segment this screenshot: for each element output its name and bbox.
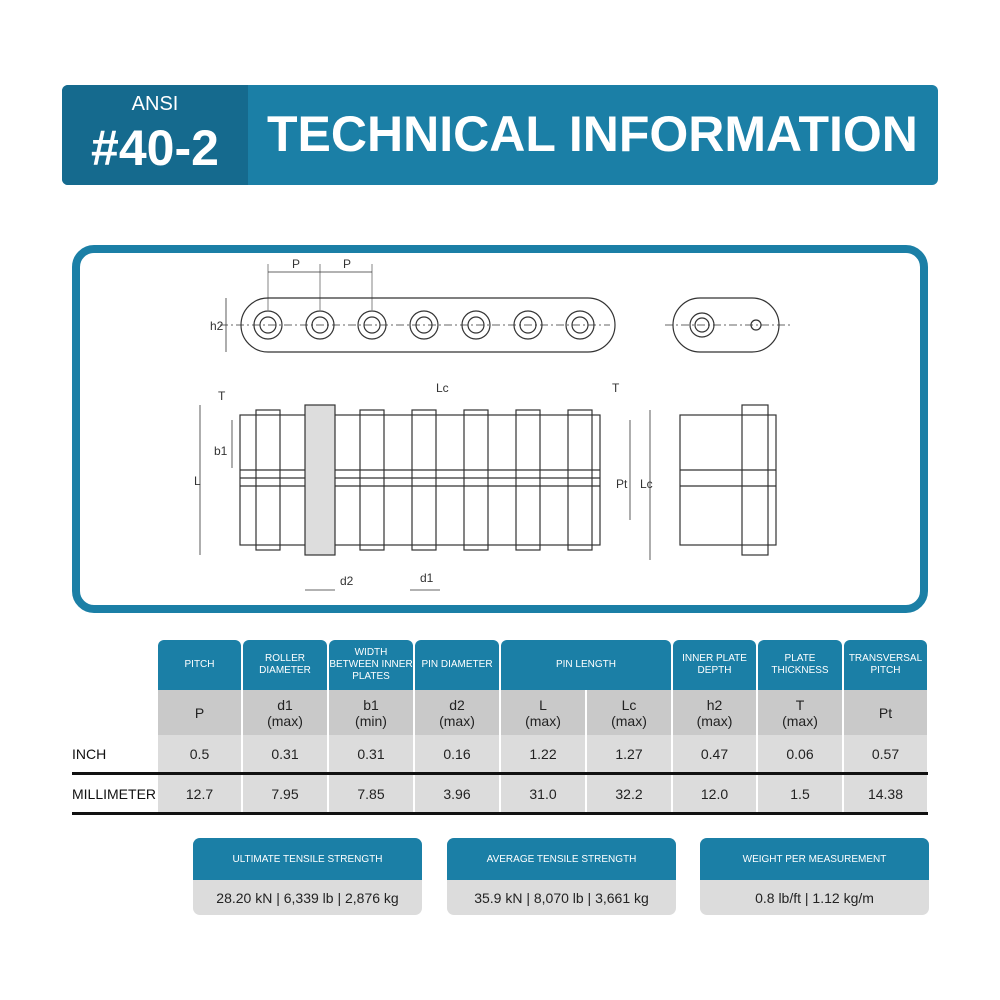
column-header: PLATE THICKNESS [758, 640, 842, 690]
label-p: P [343, 257, 351, 271]
column-header: WIDTH BETWEEN INNER PLATES [329, 640, 413, 690]
label-lc: Lc [640, 477, 653, 491]
row-divider [72, 812, 928, 815]
table-cell: 1.5 [758, 775, 842, 812]
column-symbol: b1 (min) [329, 690, 413, 735]
label-t: T [218, 389, 226, 403]
chain-diagram: P P h2 T b1 L Lc T Pt Lc d2 d1 [194, 257, 790, 591]
table-cell: 14.38 [844, 775, 927, 812]
column-symbol: d2 (max) [415, 690, 499, 735]
column-symbol: Lc (max) [587, 690, 671, 735]
spec-card: WEIGHT PER MEASUREMENT 0.8 lb/ft | 1.12 k… [700, 838, 929, 915]
model-number: #40-2 [91, 120, 219, 176]
column-symbol: L (max) [501, 690, 585, 735]
column-header: TRANSVERSAL PITCH [844, 640, 927, 690]
chain-side-view: P P h2 [210, 257, 616, 353]
table-cell: 12.0 [673, 775, 756, 812]
column-header: INNER PLATE DEPTH [673, 640, 756, 690]
pin-column [411, 409, 437, 551]
column-symbol: P [158, 690, 241, 735]
spec-value: 28.20 kN | 6,339 lb | 2,876 kg [216, 889, 399, 906]
label-p: P [292, 257, 300, 271]
table-cell: 0.31 [243, 735, 327, 772]
label-b1: b1 [214, 444, 228, 458]
table-cell: 0.06 [758, 735, 842, 772]
chain-end-view [665, 297, 790, 353]
spec-card: AVERAGE TENSILE STRENGTH 35.9 kN | 8,070 … [447, 838, 676, 915]
table-cell: 32.2 [587, 775, 671, 812]
table-cell: 7.85 [329, 775, 413, 812]
model-badge: ANSI #40-2 [62, 85, 248, 185]
label-h2: h2 [210, 319, 224, 333]
chain-diagram-frame: P P h2 T b1 L Lc T Pt Lc d2 d1 [72, 245, 928, 613]
column-header: PITCH [158, 640, 241, 690]
label-l: L [194, 474, 201, 488]
chain-front-view [679, 404, 777, 556]
table-cell: 3.96 [415, 775, 499, 812]
chain-top-view: T b1 L Lc T Pt Lc d2 d1 [194, 381, 653, 591]
column-header: PIN LENGTH [501, 640, 671, 690]
spec-card: ULTIMATE TENSILE STRENGTH 28.20 kN | 6,33… [193, 838, 422, 915]
pin-column [567, 409, 593, 551]
roller-circle [409, 310, 439, 340]
table-cell: 1.27 [587, 735, 671, 772]
spec-title: WEIGHT PER MEASUREMENT [700, 838, 929, 880]
column-header: ROLLER DIAMETER [243, 640, 327, 690]
label-d2: d2 [340, 574, 354, 588]
spec-title: ULTIMATE TENSILE STRENGTH [193, 838, 422, 880]
table-cell: 7.95 [243, 775, 327, 812]
pin-column [463, 409, 489, 551]
table-cell: 31.0 [501, 775, 585, 812]
title-banner: ANSI #40-2 TECHNICAL INFORMATION [62, 85, 938, 185]
page-title: TECHNICAL INFORMATION [267, 106, 918, 162]
series-label: ANSI [131, 93, 179, 115]
row-label: INCH [72, 745, 107, 762]
spec-value: 35.9 kN | 8,070 lb | 3,661 kg [474, 889, 649, 906]
table-cell: 0.31 [329, 735, 413, 772]
table-cell: 0.5 [158, 735, 241, 772]
table-cell: 12.7 [158, 775, 241, 812]
column-symbol: T (max) [758, 690, 842, 735]
label-t: T [612, 381, 620, 395]
table-cell: 0.16 [415, 735, 499, 772]
column-symbol: d1 (max) [243, 690, 327, 735]
label-pt: Pt [616, 477, 628, 491]
pin-column [515, 409, 541, 551]
column-symbol: h2 (max) [673, 690, 756, 735]
column-symbol: Pt [844, 690, 927, 735]
table-cell: 1.22 [501, 735, 585, 772]
table-cell: 0.57 [844, 735, 927, 772]
table-cell: 0.47 [673, 735, 756, 772]
spec-value: 0.8 lb/ft | 1.12 kg/m [755, 889, 874, 906]
spec-title: AVERAGE TENSILE STRENGTH [447, 838, 676, 880]
label-lc: Lc [436, 381, 449, 395]
label-d1: d1 [420, 571, 434, 585]
pin-column [359, 409, 385, 551]
column-header: PIN DIAMETER [415, 640, 499, 690]
row-label: MILLIMETER [72, 785, 157, 802]
pin-column [255, 409, 281, 551]
row-divider [72, 772, 928, 775]
